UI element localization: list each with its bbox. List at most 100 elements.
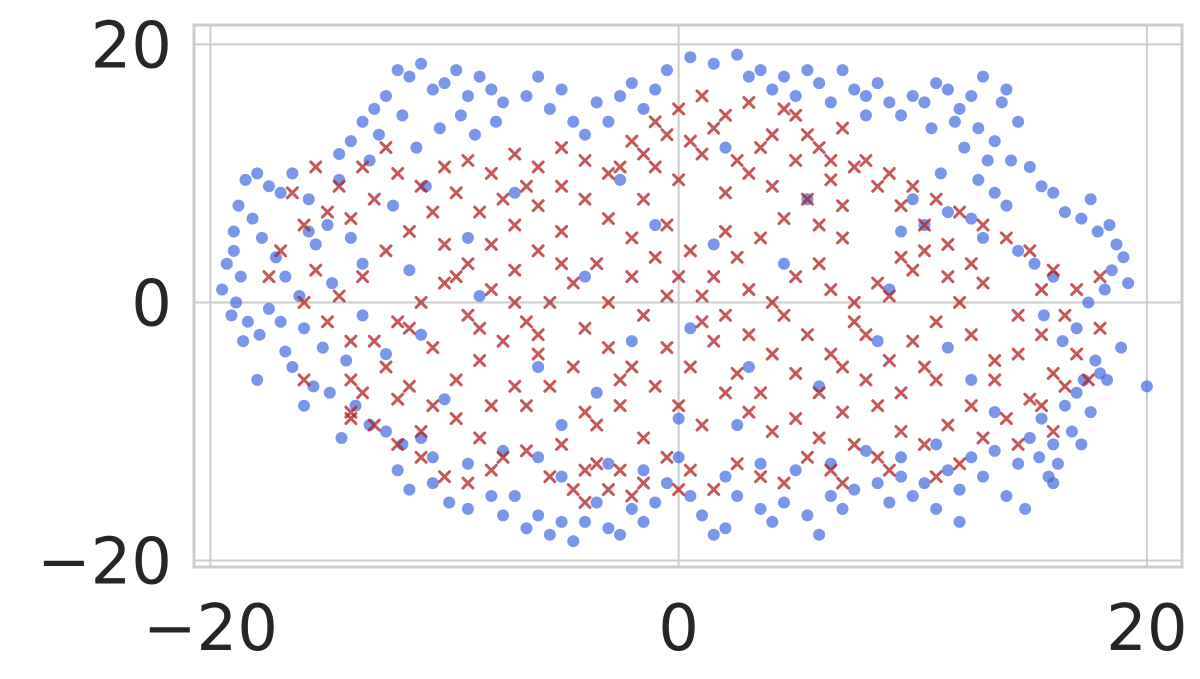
data-point-cross — [882, 354, 896, 368]
data-point-circle — [965, 212, 978, 225]
data-point-cross — [672, 270, 686, 284]
data-point-cross — [391, 166, 405, 180]
data-point-cross — [964, 328, 978, 342]
data-point-circle — [948, 115, 961, 128]
data-point-cross — [707, 270, 721, 284]
data-point-circle — [895, 225, 908, 238]
data-point-cross — [765, 347, 779, 361]
data-point-cross — [344, 212, 358, 226]
data-point-cross — [613, 373, 627, 387]
data-point-circle — [660, 64, 673, 77]
data-point-cross — [847, 295, 861, 309]
data-point-circle — [372, 128, 385, 141]
data-point-circle — [918, 96, 931, 109]
data-point-circle — [520, 89, 533, 102]
data-point-circle — [976, 231, 989, 244]
data-point-circle — [450, 64, 463, 77]
data-point-circle — [490, 115, 503, 128]
data-point-circle — [302, 193, 315, 206]
data-point-circle — [906, 193, 919, 206]
data-point-cross — [578, 405, 592, 419]
data-point-cross — [519, 315, 533, 329]
data-point-circle — [1047, 477, 1060, 490]
data-point-circle — [684, 490, 697, 503]
data-point-cross — [742, 328, 756, 342]
data-point-circle — [824, 96, 837, 109]
data-point-cross — [906, 179, 920, 193]
data-point-circle — [230, 296, 243, 309]
data-point-cross — [742, 283, 756, 297]
data-point-circle — [1035, 412, 1048, 425]
data-point-circle — [859, 444, 872, 457]
data-point-cross — [648, 115, 662, 129]
data-point-cross — [1070, 347, 1084, 361]
data-point-cross — [859, 154, 873, 167]
data-point-cross — [754, 141, 768, 155]
data-point-cross — [367, 192, 381, 206]
data-point-cross — [379, 360, 393, 374]
data-point-cross — [812, 141, 826, 155]
data-point-circle — [555, 515, 568, 528]
data-point-cross — [718, 108, 732, 122]
data-point-circle — [1084, 406, 1097, 419]
data-point-circle — [930, 77, 943, 90]
data-point-cross — [824, 173, 838, 187]
data-point-circle — [1023, 431, 1036, 444]
data-point-cross — [777, 308, 791, 322]
data-point-cross — [438, 160, 452, 174]
data-point-cross — [1011, 347, 1025, 361]
data-point-cross — [496, 450, 510, 464]
data-point-circle — [953, 102, 966, 115]
data-point-circle — [1035, 180, 1048, 193]
data-point-cross — [789, 154, 803, 167]
data-point-cross — [789, 270, 803, 284]
data-point-cross — [1046, 263, 1060, 277]
data-point-cross — [660, 218, 674, 232]
data-point-cross — [625, 489, 639, 503]
data-point-cross — [297, 218, 311, 232]
data-point-circle — [871, 335, 884, 348]
data-point-circle — [1110, 238, 1123, 251]
data-point-circle — [590, 496, 603, 509]
data-point-circle — [379, 89, 392, 102]
data-point-circle — [895, 451, 908, 464]
data-point-cross — [894, 199, 908, 213]
data-point-cross — [262, 270, 276, 284]
y-tick-label: 20 — [91, 9, 172, 83]
data-point-cross — [473, 431, 487, 445]
data-point-circle — [497, 96, 510, 109]
data-point-circle — [578, 270, 591, 283]
data-point-cross — [718, 308, 732, 322]
data-point-circle — [251, 373, 264, 386]
data-point-cross — [356, 160, 370, 174]
data-point-cross — [871, 179, 885, 193]
data-point-cross — [660, 450, 674, 464]
data-point-cross — [601, 483, 615, 497]
data-point-circle — [777, 257, 790, 270]
data-point-circle — [637, 464, 650, 477]
data-point-cross — [882, 166, 896, 180]
data-point-circle — [859, 89, 872, 102]
data-point-circle — [719, 141, 732, 154]
data-point-cross — [695, 289, 709, 303]
data-point-cross — [742, 95, 756, 109]
data-point-cross — [929, 470, 943, 484]
data-point-cross — [836, 121, 850, 135]
data-point-circle — [707, 238, 720, 251]
data-point-circle — [684, 51, 697, 64]
data-point-cross — [601, 295, 615, 309]
data-point-cross — [742, 405, 756, 419]
data-point-circle — [227, 244, 240, 257]
series-1-crosses — [262, 89, 1107, 509]
data-point-circle — [731, 490, 744, 503]
x-tick-label: −20 — [143, 592, 278, 666]
data-point-cross — [637, 431, 651, 445]
data-point-circle — [403, 70, 416, 83]
data-point-cross — [1081, 373, 1095, 387]
data-point-cross — [859, 328, 873, 342]
y-tick-label: −20 — [37, 526, 172, 600]
data-point-circle — [895, 109, 908, 122]
data-point-circle — [309, 238, 322, 251]
data-point-cross — [894, 250, 908, 264]
data-point-cross — [824, 154, 838, 167]
